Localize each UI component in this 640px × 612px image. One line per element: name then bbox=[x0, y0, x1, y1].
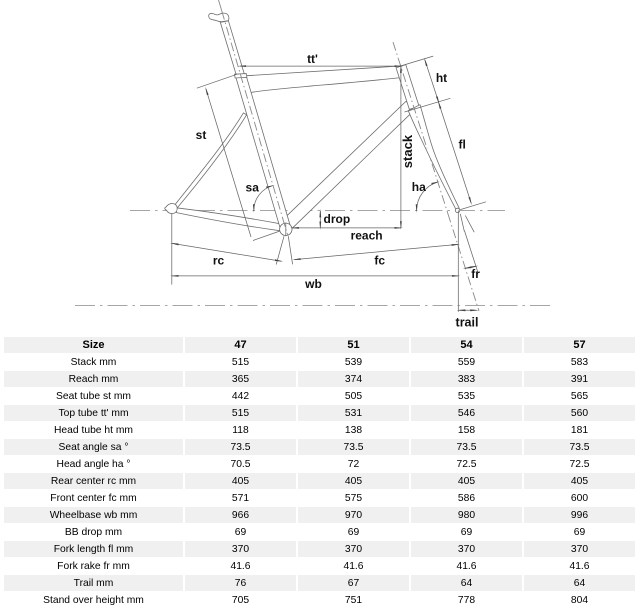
svg-text:tt': tt' bbox=[307, 52, 318, 66]
svg-text:rc: rc bbox=[213, 254, 225, 268]
svg-text:stack: stack bbox=[400, 134, 415, 168]
svg-text:wb: wb bbox=[304, 277, 322, 291]
svg-text:st: st bbox=[196, 128, 207, 142]
svg-text:fc: fc bbox=[374, 254, 385, 268]
svg-text:trail: trail bbox=[456, 315, 479, 329]
svg-text:drop: drop bbox=[324, 212, 351, 226]
svg-text:sa: sa bbox=[246, 181, 260, 195]
svg-text:ht: ht bbox=[436, 71, 447, 85]
svg-text:fl: fl bbox=[459, 138, 466, 152]
svg-text:fr: fr bbox=[471, 267, 480, 281]
svg-text:ha: ha bbox=[412, 180, 426, 194]
svg-text:reach: reach bbox=[351, 229, 383, 243]
